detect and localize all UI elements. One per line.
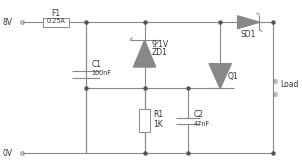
Polygon shape: [238, 16, 259, 29]
Text: SD1: SD1: [241, 30, 256, 39]
Text: C2: C2: [194, 110, 204, 119]
Text: C1: C1: [92, 60, 102, 69]
Text: Q1: Q1: [227, 71, 238, 80]
Polygon shape: [209, 64, 231, 89]
Text: ZD1: ZD1: [152, 48, 168, 57]
Text: 9.1V: 9.1V: [152, 40, 169, 49]
Text: R1: R1: [153, 110, 163, 119]
Text: 8V: 8V: [2, 18, 12, 27]
Text: 0.25A: 0.25A: [47, 18, 65, 24]
Text: 0V: 0V: [2, 149, 12, 157]
Text: 1K: 1K: [153, 120, 163, 129]
Text: 47nF: 47nF: [194, 121, 210, 127]
Bar: [139, 109, 150, 132]
Polygon shape: [133, 40, 156, 67]
Bar: [43, 18, 69, 27]
Text: 100nF: 100nF: [92, 70, 112, 76]
Text: F1: F1: [51, 9, 60, 18]
Text: Load: Load: [280, 80, 298, 89]
